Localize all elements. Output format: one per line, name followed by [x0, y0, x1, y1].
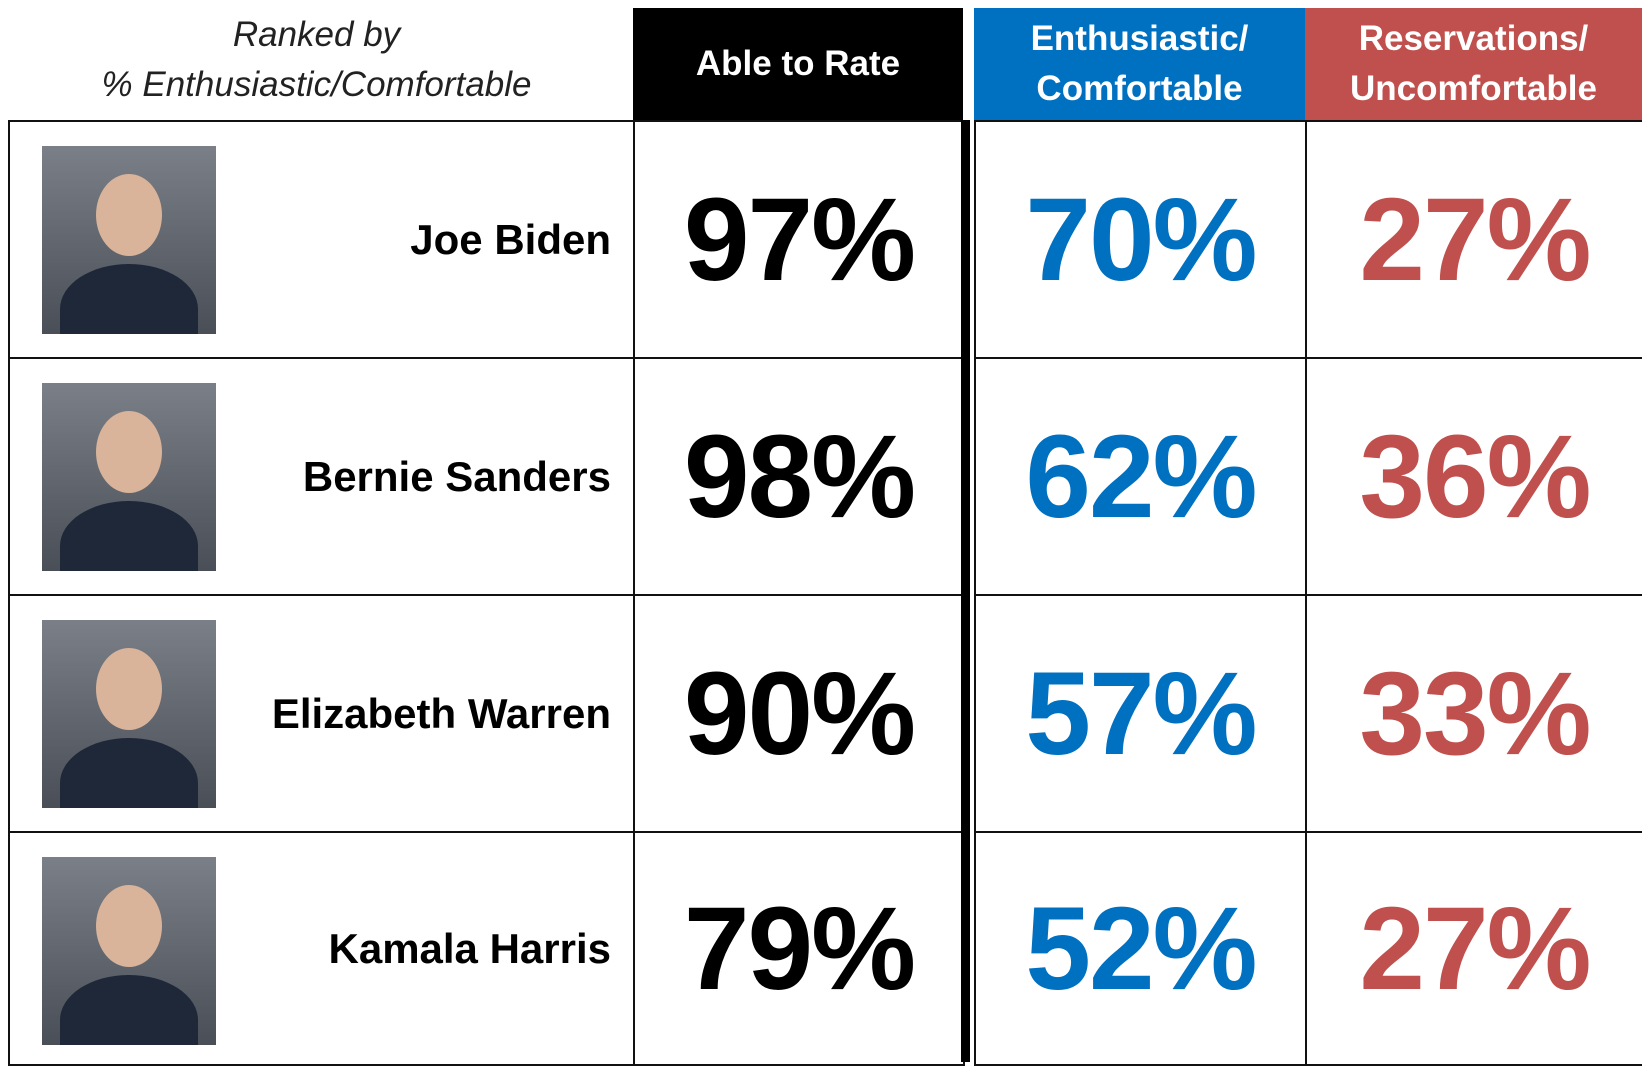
- value-cell: 27%: [1305, 831, 1642, 1066]
- photo-body: [60, 501, 198, 571]
- value-cell: 62%: [974, 357, 1307, 596]
- candidate-name: Bernie Sanders: [302, 452, 611, 500]
- header-line: Uncomfortable: [1350, 69, 1597, 108]
- ranking-note: Ranked by % Enthusiastic/Comfortable: [0, 0, 633, 120]
- name-cell: Kamala Harris: [8, 831, 635, 1066]
- photo-body: [60, 264, 198, 334]
- value-cell: 79%: [633, 831, 965, 1066]
- header-line: Reservations/: [1358, 19, 1589, 58]
- value-cell: 52%: [974, 831, 1307, 1066]
- photo-body: [60, 975, 198, 1045]
- value-cell: 57%: [974, 594, 1307, 833]
- candidate-name: Kamala Harris: [328, 924, 612, 972]
- photo: [42, 620, 216, 808]
- photo-head: [96, 885, 162, 967]
- value-cell: 27%: [1305, 120, 1642, 359]
- name-cell: Bernie Sanders: [8, 357, 635, 596]
- column-header: Reservations/Uncomfortable: [1305, 8, 1642, 120]
- header-line: Comfortable: [1036, 69, 1243, 108]
- value-cell: 36%: [1305, 357, 1642, 596]
- value-cell: 98%: [633, 357, 965, 596]
- photo: [42, 857, 216, 1045]
- note-line: Ranked by: [232, 15, 401, 54]
- value-cell: 97%: [633, 120, 965, 359]
- header-line: Enthusiastic/: [1030, 19, 1249, 58]
- header-line: Able to Rate: [695, 44, 901, 83]
- column-header: Enthusiastic/Comfortable: [974, 8, 1305, 120]
- photo: [42, 383, 216, 571]
- name-cell: Elizabeth Warren: [8, 594, 635, 833]
- note-line: % Enthusiastic/Comfortable: [101, 65, 532, 104]
- photo-head: [96, 411, 162, 493]
- value-cell: 33%: [1305, 594, 1642, 833]
- column-divider: [961, 120, 970, 1062]
- column-header: Able to Rate: [633, 8, 963, 120]
- name-cell: Joe Biden: [8, 120, 635, 359]
- photo-body: [60, 738, 198, 808]
- photo-head: [96, 648, 162, 730]
- photo: [42, 146, 216, 334]
- photo-head: [96, 174, 162, 256]
- candidate-name: Joe Biden: [410, 215, 611, 263]
- candidate-name: Elizabeth Warren: [271, 689, 611, 737]
- value-cell: 90%: [633, 594, 965, 833]
- value-cell: 70%: [974, 120, 1307, 359]
